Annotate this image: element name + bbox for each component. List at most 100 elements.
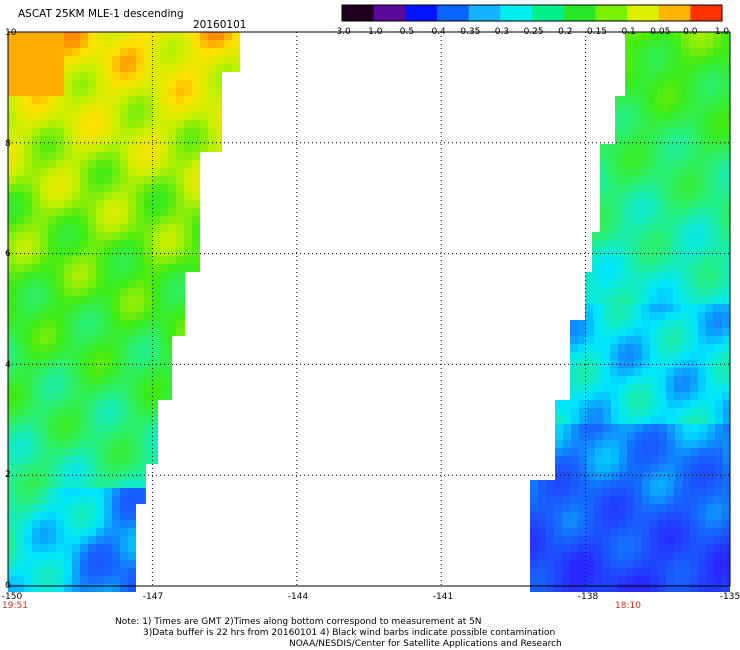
wind-cell — [680, 240, 688, 248]
wind-cell — [96, 456, 104, 464]
wind-cell — [625, 40, 633, 48]
wind-cell — [695, 104, 703, 112]
wind-cell — [722, 552, 730, 560]
wind-cell — [64, 152, 72, 160]
wind-cell — [723, 464, 730, 472]
wind-cell — [656, 224, 664, 232]
wind-cell — [136, 208, 144, 216]
wind-cell — [192, 152, 200, 160]
wind-cell — [152, 448, 158, 456]
wind-cell — [184, 48, 192, 56]
wind-cell — [208, 80, 216, 88]
wind-cell — [168, 288, 176, 296]
wind-cell — [152, 288, 160, 296]
wind-cell — [696, 200, 704, 208]
wind-cell — [24, 440, 32, 448]
wind-cell — [144, 320, 152, 328]
wind-cell — [192, 248, 200, 256]
wind-cell — [64, 576, 72, 584]
wind-cell — [208, 48, 216, 56]
wind-cell — [659, 440, 667, 448]
wind-cell — [627, 416, 635, 424]
wind-cell — [216, 104, 222, 112]
wind-cell — [663, 96, 671, 104]
wind-cell — [610, 344, 618, 352]
wind-cell — [152, 104, 160, 112]
wind-cell — [56, 112, 64, 120]
wind-cell — [570, 352, 578, 360]
wind-cell — [640, 256, 648, 264]
wind-cell — [208, 104, 216, 112]
wind-cell — [120, 152, 128, 160]
wind-cell — [120, 280, 128, 288]
wind-cell — [144, 440, 152, 448]
wind-cell — [649, 272, 657, 280]
wind-cell — [168, 304, 176, 312]
wind-cell — [658, 544, 666, 552]
wind-cell — [657, 64, 665, 72]
wind-cell — [104, 152, 112, 160]
wind-cell — [8, 520, 16, 528]
colorbar-segment — [500, 5, 533, 21]
wind-cell — [40, 488, 48, 496]
wind-cell — [664, 216, 672, 224]
wind-cell — [722, 536, 730, 544]
wind-cell — [88, 344, 96, 352]
wind-cell — [152, 312, 160, 320]
wind-cell — [618, 528, 626, 536]
wind-cell — [655, 96, 663, 104]
wind-cell — [594, 352, 602, 360]
wind-cell — [104, 528, 112, 536]
wind-cell — [714, 544, 722, 552]
wind-cell — [56, 296, 64, 304]
wind-cell — [56, 352, 64, 360]
wind-cell — [706, 384, 714, 392]
wind-cell — [64, 392, 72, 400]
wind-cell — [112, 296, 120, 304]
colorbar — [341, 4, 723, 22]
wind-cell — [651, 400, 659, 408]
wind-cell — [24, 88, 32, 96]
wind-cell — [176, 112, 184, 120]
wind-cell — [64, 512, 72, 520]
wind-cell — [120, 104, 128, 112]
wind-cell — [232, 40, 240, 48]
wind-cell — [697, 64, 705, 72]
wind-cell — [666, 360, 674, 368]
wind-cell — [72, 496, 80, 504]
wind-cell — [112, 344, 120, 352]
wind-cell — [711, 112, 719, 120]
wind-cell — [639, 128, 647, 136]
wind-cell — [658, 344, 666, 352]
wind-cell — [40, 136, 48, 144]
wind-cell — [168, 272, 176, 280]
wind-cell — [56, 496, 64, 504]
wind-cell — [96, 512, 104, 520]
wind-cell — [104, 56, 112, 64]
wind-cell — [88, 440, 96, 448]
wind-cell — [706, 568, 714, 576]
wind-cell — [600, 152, 608, 160]
wind-cell — [56, 392, 64, 400]
wind-cell — [682, 336, 690, 344]
wind-cell — [602, 352, 610, 360]
wind-cell — [96, 120, 104, 128]
wind-cell — [112, 480, 120, 488]
wind-cell — [24, 56, 32, 64]
wind-cell — [703, 120, 711, 128]
wind-cell — [618, 544, 626, 552]
wind-cell — [112, 264, 120, 272]
wind-cell — [641, 304, 649, 312]
wind-cell — [713, 288, 721, 296]
wind-cell — [64, 304, 72, 312]
wind-cell — [603, 448, 611, 456]
wind-cell — [651, 432, 659, 440]
wind-cell — [104, 176, 112, 184]
wind-cell — [8, 584, 16, 592]
wind-cell — [104, 472, 112, 480]
wind-cell — [136, 64, 144, 72]
wind-cell — [168, 112, 176, 120]
wind-cell — [720, 264, 728, 272]
wind-cell — [96, 520, 104, 528]
wind-cell — [40, 552, 48, 560]
